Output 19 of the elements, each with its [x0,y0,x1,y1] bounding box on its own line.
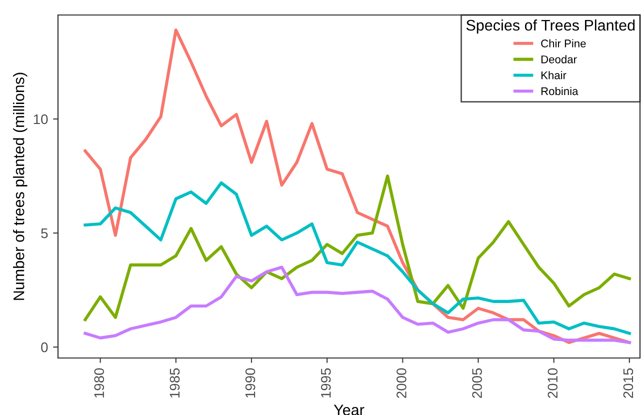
legend-label: Chir Pine [541,39,586,48]
x-tick-label: 2000 [396,368,406,398]
x-axis-title: Year [334,404,364,415]
legend-label: Robinia [541,86,578,96]
legend-label: Deodar [541,55,577,64]
x-tick-label: 1980 [94,368,104,398]
y-tick-label: 10 [34,114,48,124]
y-tick-label: 5 [41,228,48,238]
x-tick-label: 1995 [320,368,331,398]
line-series [84,266,631,344]
x-tick-label: 1985 [170,368,180,398]
x-tick-label: 2005 [472,368,482,398]
legend-title: Species of Trees Planted [466,19,635,34]
x-tick-label: 1990 [245,368,256,398]
y-tick-label: 0 [41,342,48,352]
x-tick-label: 2015 [623,368,634,398]
legend-label: Khair [541,71,566,80]
y-axis-title: Number of trees planted (millions) [13,72,28,300]
x-tick-label: 2010 [548,368,558,398]
